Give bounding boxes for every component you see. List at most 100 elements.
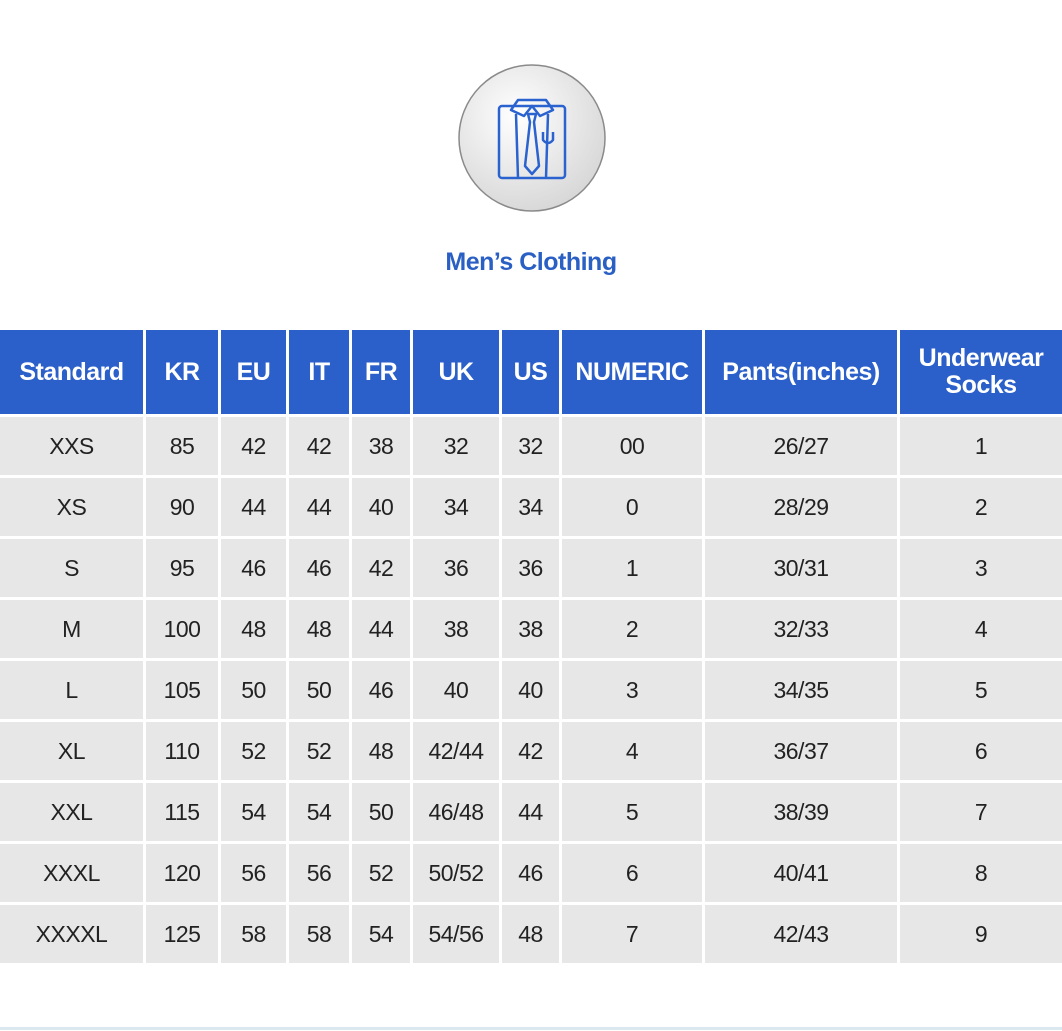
- table-cell: 1: [562, 539, 702, 597]
- table-cell: 48: [502, 905, 559, 963]
- table-cell: 52: [352, 844, 410, 902]
- table-cell: 6: [562, 844, 702, 902]
- table-cell: 44: [502, 783, 559, 841]
- table-cell: 56: [221, 844, 286, 902]
- table-cell: 42: [289, 417, 349, 475]
- table-cell: 42: [502, 722, 559, 780]
- table-cell: 26/27: [705, 417, 897, 475]
- header-cell: KR: [146, 330, 218, 414]
- header-cell: EU: [221, 330, 286, 414]
- table-cell: 52: [289, 722, 349, 780]
- table-cell: 32: [502, 417, 559, 475]
- table-cell: 8: [900, 844, 1062, 902]
- table-cell: 46: [352, 661, 410, 719]
- table-cell: 46: [221, 539, 286, 597]
- table-cell: 58: [221, 905, 286, 963]
- table-cell: 3: [900, 539, 1062, 597]
- table-cell: 5: [562, 783, 702, 841]
- table-cell: 34/35: [705, 661, 897, 719]
- table-cell: 50: [221, 661, 286, 719]
- table-cell: 4: [900, 600, 1062, 658]
- table-cell: 50/52: [413, 844, 499, 902]
- table-cell: 54: [289, 783, 349, 841]
- table-cell: 38/39: [705, 783, 897, 841]
- table-cell: 50: [352, 783, 410, 841]
- table-cell: L: [0, 661, 143, 719]
- table-cell: M: [0, 600, 143, 658]
- table-cell: 48: [289, 600, 349, 658]
- header-cell: IT: [289, 330, 349, 414]
- table-cell: 34: [413, 478, 499, 536]
- header-cell: US: [502, 330, 559, 414]
- table-cell: XXXL: [0, 844, 143, 902]
- table-cell: 42/43: [705, 905, 897, 963]
- table-cell: 2: [900, 478, 1062, 536]
- table-cell: 120: [146, 844, 218, 902]
- table-cell: 44: [352, 600, 410, 658]
- table-cell: 40: [502, 661, 559, 719]
- divider: [0, 1027, 1062, 1030]
- table-cell: 7: [900, 783, 1062, 841]
- table-cell: 54: [221, 783, 286, 841]
- table-cell: 2: [562, 600, 702, 658]
- table-cell: 54/56: [413, 905, 499, 963]
- table-cell: 46: [502, 844, 559, 902]
- table-cell: 42: [352, 539, 410, 597]
- table-cell: 58: [289, 905, 349, 963]
- table-cell: 1: [900, 417, 1062, 475]
- table-cell: 110: [146, 722, 218, 780]
- table-cell: 40: [352, 478, 410, 536]
- table-cell: 38: [502, 600, 559, 658]
- table-cell: 115: [146, 783, 218, 841]
- table-cell: 48: [221, 600, 286, 658]
- table-cell: 44: [289, 478, 349, 536]
- table-cell: 4: [562, 722, 702, 780]
- header-cell: Pants(inches): [705, 330, 897, 414]
- table-cell: 38: [413, 600, 499, 658]
- title: Men’s Clothing: [445, 248, 617, 276]
- table-cell: 36: [502, 539, 559, 597]
- table-cell: 7: [562, 905, 702, 963]
- table-cell: 42: [221, 417, 286, 475]
- size-table: Standard KR EU IT FR UK US NUMERIC Pants(inches)…: [0, 330, 1062, 963]
- table-cell: 95: [146, 539, 218, 597]
- table-cell: 46: [289, 539, 349, 597]
- table-cell: 100: [146, 600, 218, 658]
- table-cell: S: [0, 539, 143, 597]
- table-cell: 46/48: [413, 783, 499, 841]
- table-cell: 9: [900, 905, 1062, 963]
- header-cell: NUMERIC: [562, 330, 702, 414]
- header-cell: Underwear Socks: [900, 330, 1062, 414]
- header-cell: FR: [352, 330, 410, 414]
- table-cell: 6: [900, 722, 1062, 780]
- table-cell: 40/41: [705, 844, 897, 902]
- table-cell: 5: [900, 661, 1062, 719]
- table-cell: 36: [413, 539, 499, 597]
- table-cell: 32/33: [705, 600, 897, 658]
- table-cell: 105: [146, 661, 218, 719]
- table-cell: 32: [413, 417, 499, 475]
- table-cell: 42/44: [413, 722, 499, 780]
- header-cell: Standard: [0, 330, 143, 414]
- header-cell: UK: [413, 330, 499, 414]
- table-cell: 0: [562, 478, 702, 536]
- table-cell: XXXXL: [0, 905, 143, 963]
- table-cell: 52: [221, 722, 286, 780]
- table-cell: 125: [146, 905, 218, 963]
- table-cell: 54: [352, 905, 410, 963]
- table-cell: 34: [502, 478, 559, 536]
- table-cell: XS: [0, 478, 143, 536]
- table-cell: 00: [562, 417, 702, 475]
- table-cell: 30/31: [705, 539, 897, 597]
- table-cell: 56: [289, 844, 349, 902]
- table-cell: 36/37: [705, 722, 897, 780]
- table-cell: XL: [0, 722, 143, 780]
- table-cell: XXS: [0, 417, 143, 475]
- table-cell: 90: [146, 478, 218, 536]
- table-cell: XXL: [0, 783, 143, 841]
- shirt-icon: [458, 64, 606, 212]
- table-cell: 40: [413, 661, 499, 719]
- table-cell: 3: [562, 661, 702, 719]
- table-cell: 85: [146, 417, 218, 475]
